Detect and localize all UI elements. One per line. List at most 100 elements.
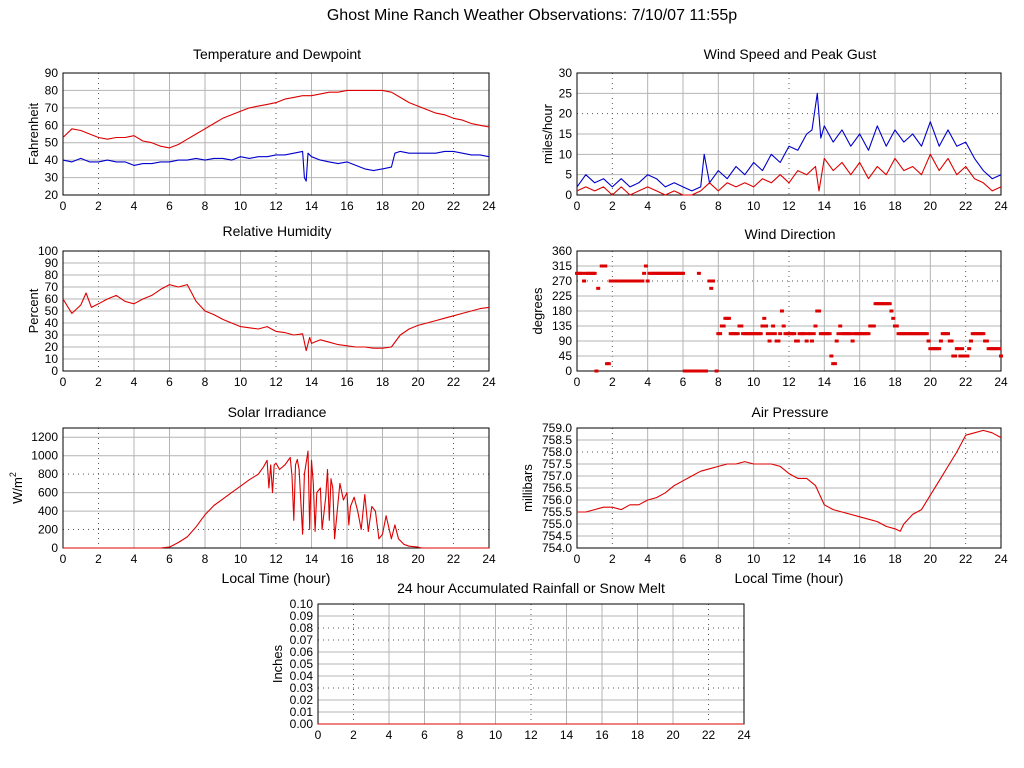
humidity-xtick-label: 16 — [340, 375, 354, 389]
winddir-point — [984, 339, 989, 343]
winddir-point — [960, 347, 965, 351]
rain-xtick-label: 18 — [631, 728, 645, 742]
winddir-point — [968, 339, 973, 343]
temperature-ytick-label: 50 — [45, 136, 59, 150]
rain-ytick-label: 0.08 — [290, 621, 314, 635]
humidity-ytick-label: 10 — [45, 352, 59, 366]
winddir-point — [726, 316, 731, 320]
winddir-point — [850, 339, 855, 343]
temperature-xtick-label: 16 — [340, 199, 354, 213]
winddir-point — [643, 264, 648, 268]
rain-xtick-label: 12 — [524, 728, 538, 742]
winddir-point — [698, 369, 703, 373]
winddir-point — [981, 332, 986, 336]
winddir-ytick-label: 360 — [552, 244, 572, 258]
winddir-point — [596, 286, 601, 290]
solar-xtick-label: 12 — [269, 552, 283, 566]
winddir-ytick-label: 225 — [552, 289, 572, 303]
winddir-point — [871, 324, 876, 328]
winddir-xtick-label: 22 — [959, 375, 973, 389]
winddir-point — [937, 347, 942, 351]
wind-xtick-label: 18 — [888, 199, 902, 213]
solar-ytick-label: 1000 — [31, 449, 58, 463]
rain-ytick-label: 0.02 — [290, 693, 314, 707]
solar-ytick-label: 600 — [38, 486, 58, 500]
pressure-xtick-label: 6 — [680, 552, 687, 566]
winddir-xtick-label: 20 — [924, 375, 938, 389]
rain-chart: 24 hour Accumulated Rainfall or Snow Mel… — [270, 580, 751, 742]
humidity-xtick-label: 0 — [60, 375, 67, 389]
rain-ytick-label: 0.05 — [290, 657, 314, 671]
winddir-point — [776, 339, 781, 343]
winddir-point — [894, 324, 899, 328]
rain-ytick-label: 0.07 — [290, 633, 314, 647]
winddir-point — [645, 279, 650, 283]
winddir-point — [997, 347, 1002, 351]
solar-xlabel: Local Time (hour) — [222, 570, 331, 586]
winddir-point — [695, 369, 700, 373]
pressure-xlabel: Local Time (hour) — [735, 570, 844, 586]
winddir-point — [811, 332, 816, 336]
wind-xtick-label: 22 — [959, 199, 973, 213]
winddir-point — [848, 332, 853, 336]
humidity-ylabel: Percent — [26, 288, 41, 333]
winddir-point — [958, 354, 963, 358]
solar-title: Solar Irradiance — [228, 404, 327, 420]
rain-xtick-label: 10 — [489, 728, 503, 742]
winddir-ytick-label: 45 — [559, 349, 573, 363]
winddir-xtick-label: 16 — [853, 375, 867, 389]
humidity-xtick-label: 14 — [305, 375, 319, 389]
wind-xtick-label: 2 — [609, 199, 616, 213]
winddir-xtick-label: 14 — [818, 375, 832, 389]
rain-xtick-label: 2 — [350, 728, 357, 742]
rain-xtick-label: 4 — [386, 728, 393, 742]
winddir-point — [889, 309, 894, 313]
pressure-xtick-label: 14 — [818, 552, 832, 566]
temperature-ytick-label: 80 — [45, 83, 59, 97]
winddir-point — [938, 339, 943, 343]
solar-xtick-label: 0 — [60, 552, 67, 566]
humidity-series-0 — [62, 284, 490, 352]
winddir-point — [808, 332, 813, 336]
winddir-point — [956, 347, 961, 351]
temperature-xtick-label: 12 — [269, 199, 283, 213]
humidity-xtick-label: 4 — [131, 375, 138, 389]
winddir-point — [606, 362, 611, 366]
pressure-ytick-label: 754.5 — [542, 529, 572, 543]
winddir-point — [778, 332, 783, 336]
winddir-point — [767, 339, 772, 343]
winddir-point — [946, 332, 950, 336]
pressure-xtick-label: 12 — [782, 552, 796, 566]
solar-ytick-label: 400 — [38, 504, 58, 518]
winddir-point — [827, 332, 832, 336]
wind-ytick-label: 25 — [559, 86, 573, 100]
winddir-point — [802, 332, 807, 336]
humidity-ytick-label: 90 — [45, 256, 59, 270]
solar-xtick-label: 14 — [305, 552, 319, 566]
temperature-series-0 — [62, 89, 490, 149]
winddir-ytick-label: 90 — [559, 334, 573, 348]
wind-xtick-label: 10 — [747, 199, 761, 213]
solar-xtick-label: 4 — [131, 552, 138, 566]
pressure-ytick-label: 755.5 — [542, 505, 572, 519]
solar-xtick-label: 20 — [411, 552, 425, 566]
temperature-ytick-label: 70 — [45, 101, 59, 115]
pressure-xtick-label: 20 — [924, 552, 938, 566]
winddir-point — [758, 332, 763, 336]
pressure-ytick-label: 754.0 — [542, 541, 572, 555]
winddir-point — [718, 332, 723, 336]
solar-xtick-label: 8 — [202, 552, 209, 566]
winddir-point — [965, 354, 970, 358]
wind-xtick-label: 16 — [853, 199, 867, 213]
winddir-point — [603, 264, 608, 268]
temperature-xtick-label: 22 — [447, 199, 461, 213]
winddir-point — [681, 271, 685, 275]
winddir-ylabel: degrees — [530, 287, 545, 334]
winddir-point — [739, 324, 744, 328]
wind-ytick-label: 0 — [565, 188, 572, 202]
winddir-ytick-label: 0 — [565, 364, 572, 378]
winddir-point — [866, 332, 871, 336]
temperature-ytick-label: 30 — [45, 171, 59, 185]
solar-ytick-label: 800 — [38, 467, 58, 481]
